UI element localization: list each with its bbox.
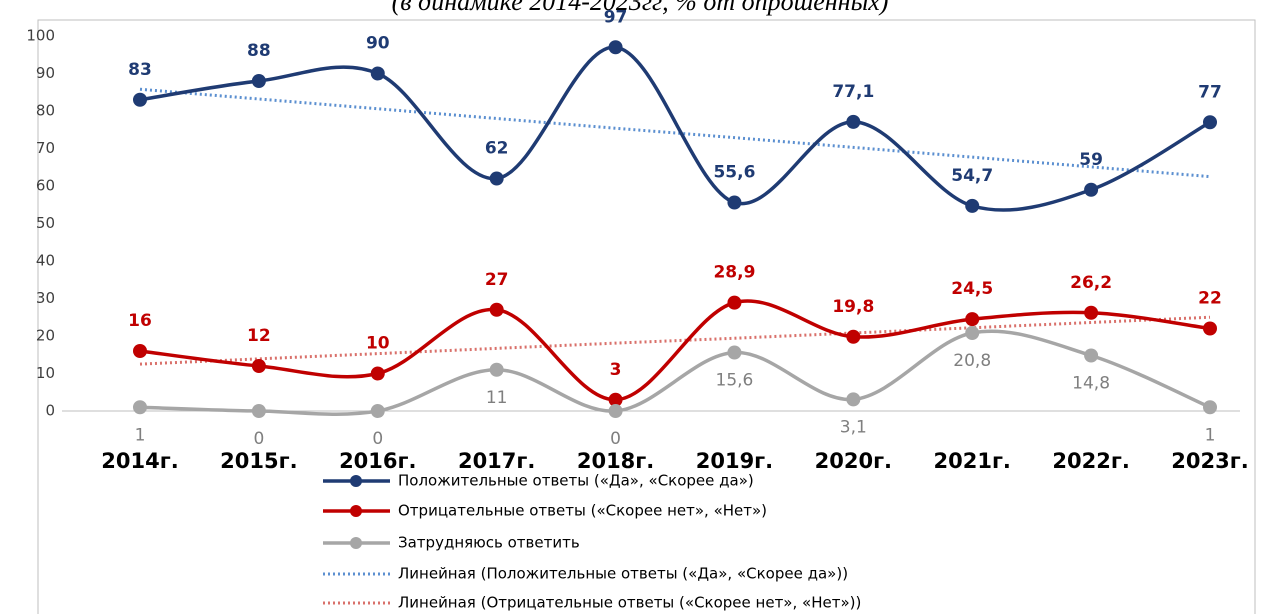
data-label: 3 <box>610 360 622 380</box>
x-tick-label: 2019г. <box>696 449 773 473</box>
point <box>846 392 861 407</box>
x-tick-label: 2022г. <box>1052 449 1129 473</box>
data-label: 15,6 <box>716 371 754 391</box>
point <box>1084 182 1099 197</box>
x-tick-label: 2017г. <box>458 449 535 473</box>
y-tick-label: 50 <box>36 214 55 232</box>
point <box>608 404 623 418</box>
data-label: 19,8 <box>832 297 874 317</box>
point <box>133 92 147 107</box>
y-tick-label: 0 <box>45 402 55 420</box>
y-tick-label: 60 <box>36 177 55 195</box>
point <box>965 312 980 327</box>
data-label: 0 <box>610 429 621 449</box>
point <box>251 404 266 418</box>
data-label: 54,7 <box>951 166 993 186</box>
point <box>608 392 623 407</box>
legend-label: Положительные ответы («Да», «Скорее да») <box>398 472 754 490</box>
data-label: 3,1 <box>840 417 867 437</box>
data-label: 26,2 <box>1070 273 1112 293</box>
data-label: 14,8 <box>1072 374 1110 394</box>
point <box>1084 305 1099 320</box>
point <box>846 114 861 129</box>
point <box>1203 321 1217 336</box>
data-label: 28,9 <box>713 263 755 283</box>
legend-label: Отрицательные ответы («Скорее нет», «Нет… <box>398 502 767 520</box>
y-tick-label: 90 <box>36 64 55 82</box>
trend-line <box>139 315 1211 366</box>
data-label: 97 <box>604 7 628 27</box>
series-line <box>139 45 1211 212</box>
point <box>489 362 504 377</box>
point <box>489 302 504 317</box>
point <box>727 295 742 310</box>
legend-marker <box>350 505 362 517</box>
data-label: 0 <box>253 429 264 449</box>
data-label: 77,1 <box>832 82 874 102</box>
x-tick-label: 2021г. <box>934 449 1011 473</box>
x-tick-label: 2018г. <box>577 449 654 473</box>
series-line <box>139 299 1211 402</box>
point <box>846 329 861 344</box>
data-label: 90 <box>366 34 390 54</box>
point <box>727 345 742 360</box>
point <box>133 344 147 358</box>
data-label: 59 <box>1079 150 1103 170</box>
point <box>1203 115 1217 130</box>
point <box>1084 348 1099 363</box>
data-label: 1 <box>1205 425 1216 445</box>
x-tick-label: 2016г. <box>339 449 416 473</box>
data-label: 1 <box>135 425 146 445</box>
y-tick-label: 70 <box>36 139 55 157</box>
point <box>251 74 266 88</box>
legend-marker <box>350 537 362 549</box>
data-label: 22 <box>1198 289 1222 309</box>
point <box>608 40 623 55</box>
y-tick-label: 80 <box>36 102 55 120</box>
x-tick-label: 2023г. <box>1171 449 1248 473</box>
x-tick-label: 2020г. <box>815 449 892 473</box>
data-label: 77 <box>1198 82 1222 102</box>
data-label: 11 <box>486 388 508 408</box>
data-label: 88 <box>247 41 271 61</box>
legend-marker <box>350 475 362 487</box>
data-label: 83 <box>128 60 152 80</box>
legend-label: Линейная (Положительные ответы («Да», «С… <box>398 565 848 583</box>
data-label: 12 <box>247 326 271 346</box>
legend-label: Затрудняюсь ответить <box>398 534 580 552</box>
y-tick-label: 40 <box>36 252 55 270</box>
x-tick-label: 2014г. <box>101 449 178 473</box>
y-tick-label: 100 <box>26 27 55 45</box>
point <box>1203 400 1217 415</box>
chart-title: (в динамике 2014-2023гг, % от опрошенных… <box>392 0 889 16</box>
point <box>133 400 147 415</box>
data-label: 62 <box>485 139 509 159</box>
data-label: 20,8 <box>953 351 991 371</box>
data-label: 10 <box>366 334 390 354</box>
point <box>489 171 504 186</box>
data-label: 55,6 <box>713 163 755 183</box>
legend-label: Линейная (Отрицательные ответы («Скорее … <box>398 594 861 612</box>
point <box>370 66 385 81</box>
x-tick-label: 2015г. <box>220 449 297 473</box>
trend-line <box>139 87 1211 179</box>
point <box>727 195 742 210</box>
point <box>965 326 980 340</box>
point <box>370 366 385 381</box>
series-line <box>139 329 1211 416</box>
data-label: 16 <box>128 311 152 331</box>
data-label: 24,5 <box>951 279 993 299</box>
point <box>370 404 385 418</box>
y-tick-label: 10 <box>36 364 55 382</box>
y-tick-label: 30 <box>36 289 55 307</box>
data-label: 0 <box>372 429 383 449</box>
data-label: 27 <box>485 270 509 290</box>
point <box>965 198 980 213</box>
point <box>251 359 266 373</box>
y-tick-label: 20 <box>36 327 55 345</box>
chart-border <box>37 19 1256 614</box>
